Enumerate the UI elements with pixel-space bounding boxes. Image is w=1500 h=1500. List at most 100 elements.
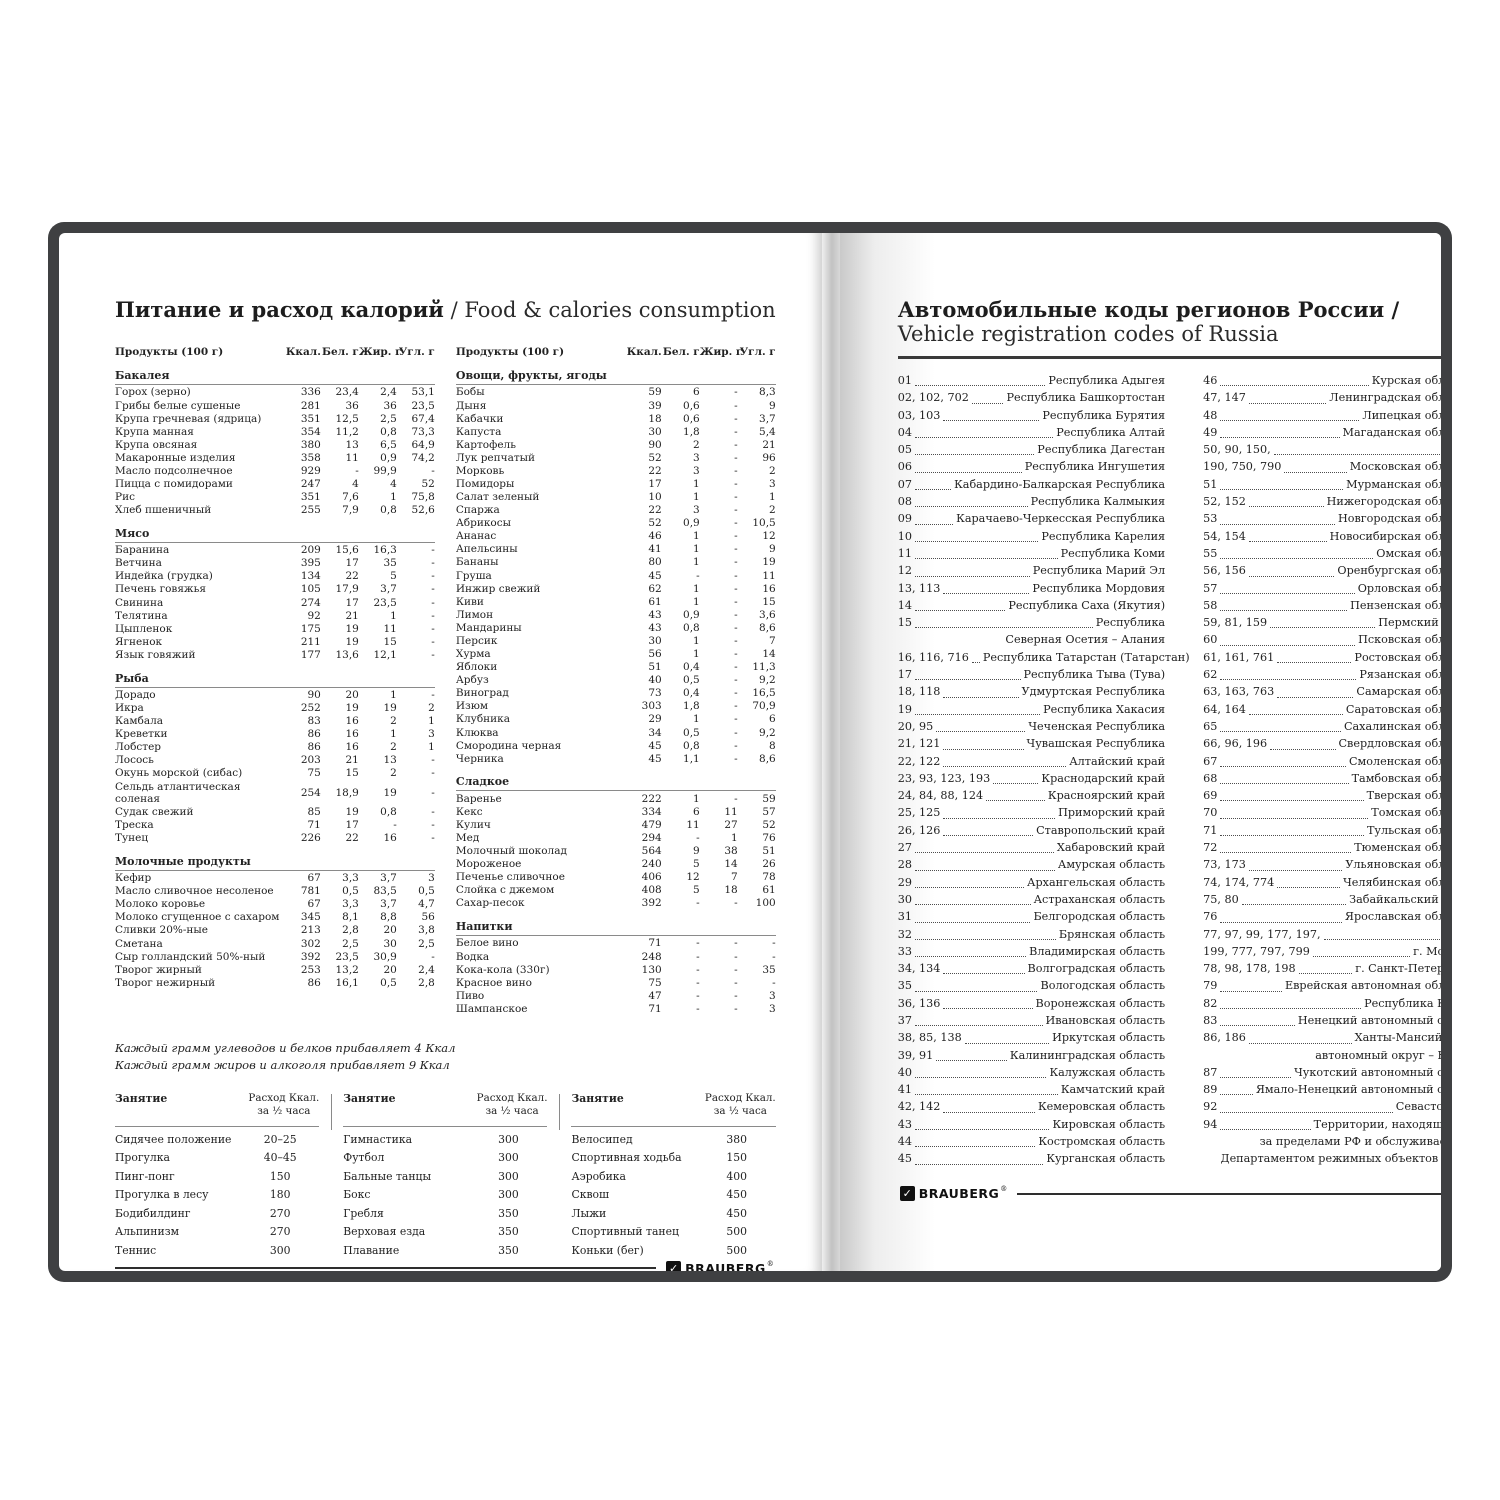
table-row: Слойка с джемом 408 5 18 61 <box>456 884 776 897</box>
title-russian: Автомобильные коды регионов России / <box>897 297 1400 322</box>
code-entry: 79 Еврейская автономная область <box>1203 977 1441 994</box>
food-value: - <box>696 831 700 844</box>
food-value: 15 <box>383 635 397 648</box>
food-value: 0,5 <box>683 674 700 687</box>
food-value: 358 <box>300 451 321 464</box>
code-entry: 190, 750, 790 Московская область <box>1203 458 1441 475</box>
food-value: 255 <box>300 504 321 517</box>
food-value: 5,4 <box>759 425 776 438</box>
food-name: Камбала <box>115 715 164 728</box>
food-value: 252 <box>300 702 321 715</box>
food-value: 7,6 <box>342 491 359 504</box>
food-section-header: Сладкое <box>455 775 776 792</box>
region-code: 26, 126 <box>897 823 941 837</box>
activity-value: 300 <box>498 1132 519 1146</box>
food-value: - <box>734 700 738 713</box>
food-value: 351 <box>300 412 321 425</box>
food-name: Индейка (грудка) <box>115 570 213 583</box>
region-name: Еврейская автономная область <box>1284 979 1441 993</box>
food-value: - <box>431 805 435 818</box>
table-row: Смородина черная 45 0,8 - 8 <box>456 739 776 752</box>
activity-column-header: Занятие <box>571 1091 624 1105</box>
dot-leader <box>914 1094 1058 1096</box>
food-value: 16 <box>345 728 359 741</box>
food-value: 781 <box>300 885 321 898</box>
food-value: 4 <box>390 478 397 491</box>
code-entry: 70 Томская область <box>1203 804 1441 821</box>
region-code: 52, 152 <box>1203 495 1246 509</box>
region-name: Астраханская область <box>1033 892 1166 906</box>
brand-name: BRAUBERG <box>918 1186 1000 1201</box>
food-value: 8,3 <box>759 386 776 399</box>
food-value: 52 <box>648 451 662 464</box>
region-name: Кемеровская область <box>1037 1100 1166 1114</box>
table-row: Молоко коровье 67 3,3 3,7 4,7 <box>115 898 435 911</box>
food-value: 35 <box>762 963 776 976</box>
food-value: 16,3 <box>373 544 397 557</box>
food-value: 5 <box>693 858 700 871</box>
table-row: Молоко сгущенное с сахаром 345 8,1 8,8 56 <box>115 911 435 924</box>
region-code: 60 <box>1203 633 1218 647</box>
food-value: 52,6 <box>411 504 435 517</box>
dot-leader <box>1277 886 1341 888</box>
dot-leader <box>1323 938 1441 940</box>
dot-leader <box>1220 437 1340 439</box>
food-value: 67 <box>307 898 321 911</box>
region-name: Удмуртская Республика <box>1021 685 1166 699</box>
dot-leader <box>914 852 1054 854</box>
code-entry: 31 Белгородская область <box>898 908 1165 925</box>
food-value: 19 <box>345 805 359 818</box>
food-value: 12 <box>762 530 776 543</box>
code-entry: 55 Омская область <box>1203 545 1441 562</box>
table-row: Кефир 67 3,3 3,7 3 <box>115 872 435 885</box>
table-row: Молочный шоколад 564 9 38 51 <box>456 845 776 858</box>
code-entry: 53 Новгородская область <box>1203 510 1441 527</box>
food-value: 16 <box>762 582 776 595</box>
food-value: 9 <box>693 845 700 858</box>
activity-column: Занятие Расход Ккал. за ½ часа Велосипед 380… <box>559 1091 776 1261</box>
food-value: 211 <box>300 635 321 648</box>
table-row: Сметана 302 2,5 30 2,5 <box>115 937 435 950</box>
food-section-header: Мясо <box>115 527 435 543</box>
activity-value: 270 <box>269 1206 291 1220</box>
food-value: 3,3 <box>342 898 359 911</box>
column-header: Жир. г <box>699 346 743 359</box>
food-name: Ананас <box>455 530 497 543</box>
food-value: 294 <box>641 831 662 844</box>
food-name: Клюква <box>455 726 499 739</box>
food-value: 0,5 <box>418 885 435 898</box>
food-value: 1,8 <box>683 425 700 438</box>
food-value: 3 <box>769 478 776 491</box>
food-value: 0,6 <box>683 412 700 425</box>
dot-leader <box>1220 1094 1253 1096</box>
food-value: - <box>696 963 700 976</box>
food-value: - <box>431 786 435 799</box>
region-code: 54, 154 <box>1203 529 1246 543</box>
food-value: 19 <box>345 622 359 635</box>
food-name: Лимон <box>455 608 494 621</box>
food-value: - <box>431 648 435 661</box>
region-name: Липецкая область <box>1362 408 1441 422</box>
code-entry: 40 Калужская область <box>898 1064 1165 1081</box>
dot-leader <box>1248 402 1327 404</box>
code-entry: 22, 122 Алтайский край <box>898 753 1165 770</box>
food-name: Молочный шоколад <box>455 845 567 858</box>
table-row: Сельдь атлантическая соленая 254 18,9 19 - <box>115 780 435 805</box>
food-value: 15 <box>762 595 776 608</box>
region-code: 05 <box>897 443 912 457</box>
food-value: 3,7 <box>380 872 397 885</box>
food-value: 1 <box>693 595 700 608</box>
activity-row: Футбол 300 <box>343 1149 547 1168</box>
region-code: 73, 173 <box>1203 858 1246 872</box>
activity-column: Занятие Расход Ккал. за ½ часа Сидячее поло… <box>115 1092 331 1261</box>
activity-value: 40–45 <box>263 1151 297 1165</box>
calorie-notes: Каждый грамм углеводов и белков прибавля… <box>115 1040 776 1074</box>
dot-leader <box>943 1111 1035 1113</box>
dot-leader <box>943 973 1025 975</box>
food-value: 2,5 <box>380 412 397 425</box>
food-value: - <box>431 596 435 609</box>
title-rule <box>897 356 1441 359</box>
region-code: 07 <box>897 477 912 491</box>
food-value: - <box>696 1002 700 1015</box>
code-entry: 51 Мурманская область <box>1203 476 1441 493</box>
